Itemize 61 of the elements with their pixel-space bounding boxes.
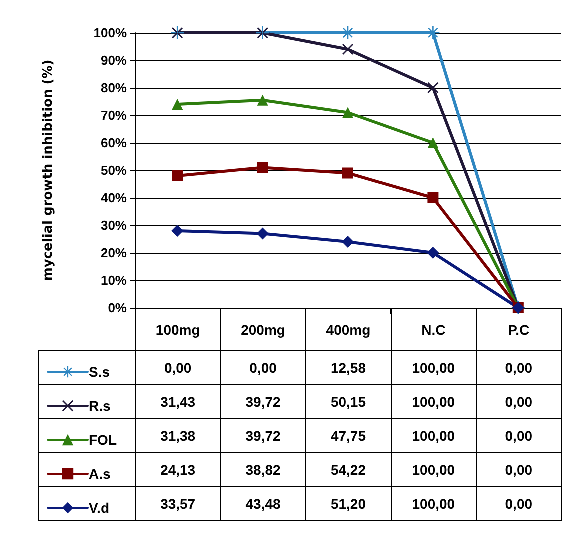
point xyxy=(342,236,354,248)
text: 38,82 xyxy=(220,452,306,487)
text: 39,72 xyxy=(220,418,306,453)
y-tick-label: 40% xyxy=(100,190,128,206)
point xyxy=(428,192,439,204)
text: 51,20 xyxy=(305,486,392,521)
point xyxy=(257,94,268,106)
y-tick-label: 70% xyxy=(100,108,128,123)
point xyxy=(342,26,354,40)
text: 100,00 xyxy=(390,452,477,487)
text: 0,00 xyxy=(476,452,562,487)
text: 0,00 xyxy=(135,350,222,385)
text: 0,00 xyxy=(476,486,562,521)
point xyxy=(172,225,184,237)
legend-label: R.s xyxy=(89,398,111,414)
y-tick-label: 20% xyxy=(100,246,128,260)
text: 50,15 xyxy=(305,384,392,419)
y-tick-label: 90% xyxy=(100,53,128,68)
x-tick-label: 200mg xyxy=(220,308,306,351)
y-tick-label: 10% xyxy=(100,273,128,288)
legend-label: V.d xyxy=(89,500,110,516)
text: 54,22 xyxy=(305,452,392,487)
y-tick-label: 80% xyxy=(100,80,128,96)
point xyxy=(428,138,439,148)
text: 24,13 xyxy=(135,452,222,487)
y-tick-label: 50% xyxy=(100,163,128,178)
point xyxy=(427,247,440,259)
text: 0,00 xyxy=(476,384,562,419)
y-tick-label: 100% xyxy=(94,26,128,40)
legend-label: S.s xyxy=(89,364,110,380)
text: 39,72 xyxy=(220,384,306,419)
text: 31,38 xyxy=(135,418,222,453)
y-axis-title: mycelial growth inhibition (%) xyxy=(41,60,56,282)
point xyxy=(172,99,184,110)
text: 0,00 xyxy=(220,350,306,385)
legend-label: FOL xyxy=(89,432,118,448)
text: 33,57 xyxy=(135,486,222,521)
text: 0,00 xyxy=(476,350,562,385)
point xyxy=(256,228,269,240)
x-tick-label: P.C xyxy=(476,308,562,351)
x-tick-label: 400mg xyxy=(305,308,392,351)
text: 100,00 xyxy=(390,418,477,453)
text: 100,00 xyxy=(390,350,477,385)
text: 100,00 xyxy=(390,384,477,419)
text: 47,75 xyxy=(305,418,392,453)
text: 0,00 xyxy=(476,418,562,453)
y-tick-label: 30% xyxy=(100,218,128,233)
text: 31,43 xyxy=(135,384,222,419)
point xyxy=(342,168,354,179)
legend-label: A.s xyxy=(89,466,111,482)
point xyxy=(257,162,268,174)
point xyxy=(342,107,354,118)
x-tick-label: 100mg xyxy=(135,308,222,351)
text: 43,48 xyxy=(220,486,306,521)
y-tick-label: 0% xyxy=(108,300,128,316)
point xyxy=(426,26,440,40)
point xyxy=(172,170,184,182)
text: 12,58 xyxy=(305,350,392,385)
x-tick-label: N.C xyxy=(390,308,477,351)
text: 100,00 xyxy=(390,486,477,521)
y-tick-label: 60% xyxy=(100,136,128,150)
